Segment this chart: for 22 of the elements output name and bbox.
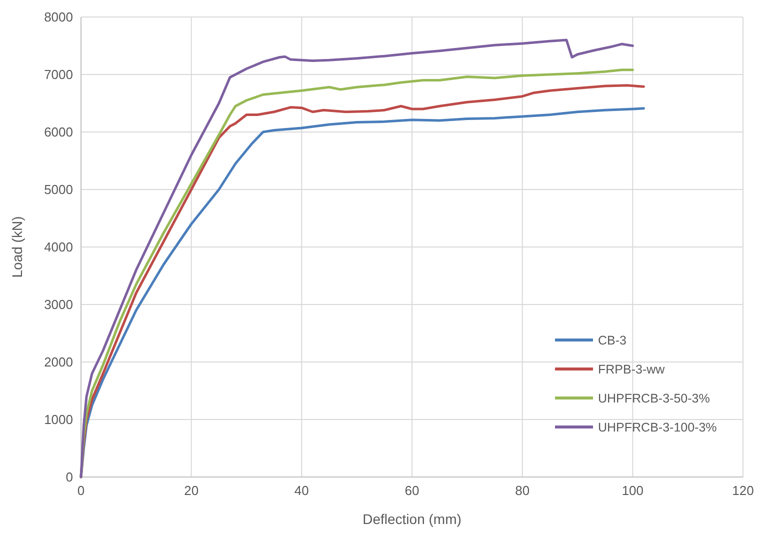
- y-tick-label: 5000: [44, 182, 73, 197]
- x-tick-label: 120: [732, 483, 754, 498]
- legend-label: FRPB-3-ww: [598, 362, 666, 376]
- y-tick-label: 1000: [44, 412, 73, 427]
- y-tick-label: 3000: [44, 297, 73, 312]
- x-tick-label: 20: [184, 483, 199, 498]
- y-axis-title: Load (kN): [9, 216, 25, 278]
- y-tick-label: 8000: [44, 10, 73, 24]
- legend-label: UHPFRCB-3-50-3%: [598, 392, 710, 406]
- y-tick-label: 7000: [44, 67, 73, 82]
- x-tick-label: 40: [294, 483, 309, 498]
- y-tick-label: 0: [66, 470, 73, 484]
- y-tick-label: 6000: [44, 124, 73, 140]
- y-tick-label: 2000: [44, 354, 73, 370]
- x-axis-title: Deflection (mm): [362, 511, 462, 527]
- legend-label: UHPFRCB-3-100-3%: [598, 420, 717, 434]
- legend-label: CB-3: [598, 334, 627, 348]
- x-tick-label: 60: [404, 483, 420, 498]
- x-tick-label: 80: [515, 483, 530, 498]
- y-tick-label: 4000: [44, 240, 73, 254]
- x-tick-label: 100: [622, 483, 644, 498]
- x-tick-label: 0: [77, 483, 85, 498]
